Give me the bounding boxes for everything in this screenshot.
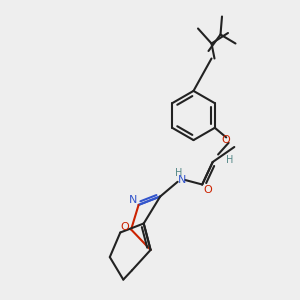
Text: H: H	[226, 154, 234, 165]
Text: H: H	[175, 168, 182, 178]
Text: O: O	[120, 222, 129, 232]
Text: N: N	[178, 175, 187, 185]
Text: N: N	[129, 195, 137, 205]
Text: O: O	[203, 185, 212, 195]
Text: O: O	[222, 135, 231, 145]
